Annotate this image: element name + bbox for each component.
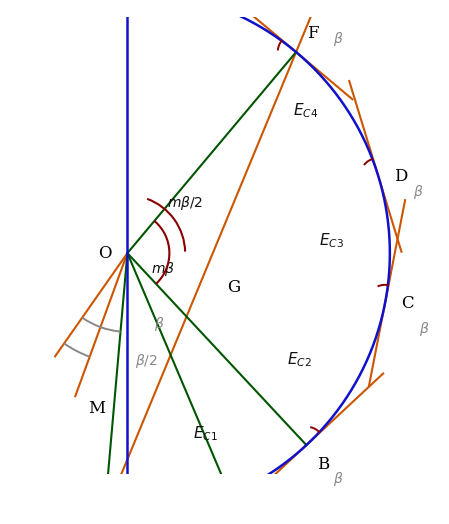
Text: $m\beta/2$: $m\beta/2$ bbox=[167, 194, 202, 212]
Text: O: O bbox=[98, 245, 112, 261]
Text: $E_{C3}$: $E_{C3}$ bbox=[319, 232, 344, 250]
Text: M: M bbox=[88, 400, 105, 417]
Text: $\beta$: $\beta$ bbox=[413, 183, 423, 201]
Text: $\beta$: $\beta$ bbox=[154, 315, 164, 333]
Text: $\beta$: $\beta$ bbox=[419, 321, 430, 339]
Text: $m\beta$: $m\beta$ bbox=[151, 260, 175, 278]
Text: $\beta$: $\beta$ bbox=[333, 30, 343, 48]
Text: $\beta$: $\beta$ bbox=[333, 470, 343, 488]
Text: $E_{C1}$: $E_{C1}$ bbox=[193, 424, 218, 443]
Text: G: G bbox=[227, 279, 240, 296]
Text: $E_{C2}$: $E_{C2}$ bbox=[287, 351, 312, 369]
Text: D: D bbox=[394, 168, 408, 185]
Text: B: B bbox=[317, 455, 329, 473]
Text: $\beta/2$: $\beta/2$ bbox=[135, 352, 158, 370]
Text: F: F bbox=[307, 25, 318, 41]
Text: C: C bbox=[401, 294, 414, 312]
Text: $E_{C4}$: $E_{C4}$ bbox=[292, 101, 318, 119]
